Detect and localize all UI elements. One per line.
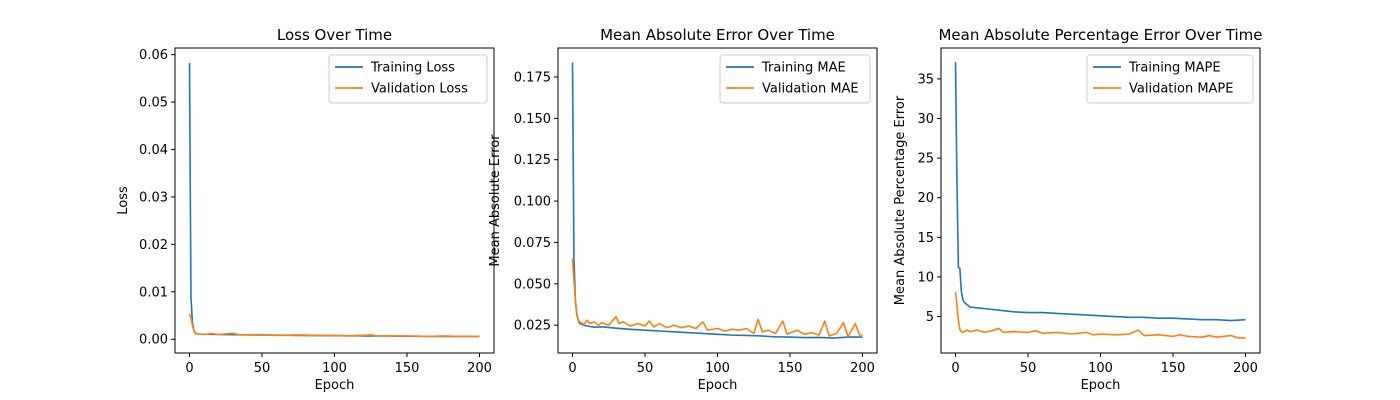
y-tick-label: 0.100 (514, 195, 551, 210)
y-axis-label: Loss (116, 186, 131, 215)
series-line-2 (954, 291, 1246, 339)
y-tick-label: 5 (926, 310, 934, 325)
legend: Training Loss Validation Loss (328, 54, 488, 104)
y-tick-label: 20 (917, 191, 934, 206)
x-tick-label: 200 (1233, 361, 1258, 376)
y-tick-label: 0.06 (139, 48, 168, 63)
legend-label-1: Training MAE (761, 61, 846, 76)
y-tick-label: 0.175 (514, 70, 551, 85)
y-tick-label: 0.050 (514, 277, 551, 292)
chart-title: Loss Over Time (277, 26, 392, 44)
legend-box (719, 54, 871, 104)
legend-label-1: Training MAPE (1128, 61, 1221, 76)
y-tick-label: 30 (917, 112, 934, 127)
y-axis-label: Mean Absolute Error (488, 134, 503, 267)
y-tick-label: 0.03 (139, 190, 168, 205)
subplot-1: 0 50 100 150 200 0.00 0.01 0.02 0.03 0.04 0.05 0.06… (116, 26, 495, 393)
x-tick-label: 50 (1020, 361, 1037, 376)
series-line-2 (571, 258, 863, 338)
y-tick-label: 0.04 (139, 143, 168, 158)
x-tick-label: 0 (185, 361, 193, 376)
x-tick-label: 0 (951, 361, 959, 376)
chart-title: Mean Absolute Error Over Time (600, 26, 835, 44)
x-tick-label: 100 (1088, 361, 1113, 376)
series-line-1 (954, 62, 1246, 322)
y-tick-label: 0.125 (514, 153, 551, 168)
y-tick-label: 15 (917, 231, 934, 246)
x-tick-label: 100 (322, 361, 347, 376)
y-tick-label: 35 (917, 72, 934, 87)
x-tick-label: 200 (467, 361, 492, 376)
x-axis-label: Epoch (1081, 378, 1121, 393)
legend-box (328, 54, 488, 104)
x-axis-label: Epoch (315, 378, 355, 393)
x-tick-label: 50 (254, 361, 271, 376)
legend: Training MAPE Validation MAPE (1086, 54, 1254, 104)
y-tick-label: 0.075 (514, 236, 551, 251)
legend-label-2: Validation MAE (762, 82, 859, 97)
y-axis-label: Mean Absolute Percentage Error (893, 95, 908, 305)
y-tick-label: 0.00 (139, 333, 168, 348)
chart-title: Mean Absolute Percentage Error Over Time (938, 26, 1262, 44)
y-tick-label: 0.05 (139, 96, 168, 111)
x-tick-label: 200 (850, 361, 875, 376)
x-tick-label: 150 (1161, 361, 1186, 376)
subplot-3: 0 50 100 150 200 5 10 15 20 25 30 35 Mean Absolute P… (893, 26, 1263, 393)
series-line-2 (188, 313, 480, 338)
x-tick-label: 50 (637, 361, 654, 376)
y-tick-label: 10 (917, 270, 934, 285)
legend-label-2: Validation Loss (371, 82, 468, 97)
x-axis-label: Epoch (698, 378, 738, 393)
x-tick-label: 150 (395, 361, 420, 376)
x-tick-label: 0 (568, 361, 576, 376)
legend: Training MAE Validation MAE (719, 54, 871, 104)
legend-box (1086, 54, 1254, 104)
y-tick-label: 25 (917, 152, 934, 167)
y-tick-label: 0.01 (139, 285, 168, 300)
subplot-2: 0 50 100 150 200 0.025 0.050 0.075 0.100 0.125 0.1… (488, 26, 878, 393)
x-tick-label: 150 (778, 361, 803, 376)
y-tick-label: 0.025 (514, 319, 551, 334)
y-tick-label: 0.02 (139, 238, 168, 253)
legend-label-2: Validation MAPE (1129, 82, 1234, 97)
legend-label-1: Training Loss (370, 61, 455, 76)
x-tick-label: 100 (705, 361, 730, 376)
y-tick-label: 0.150 (514, 112, 551, 127)
